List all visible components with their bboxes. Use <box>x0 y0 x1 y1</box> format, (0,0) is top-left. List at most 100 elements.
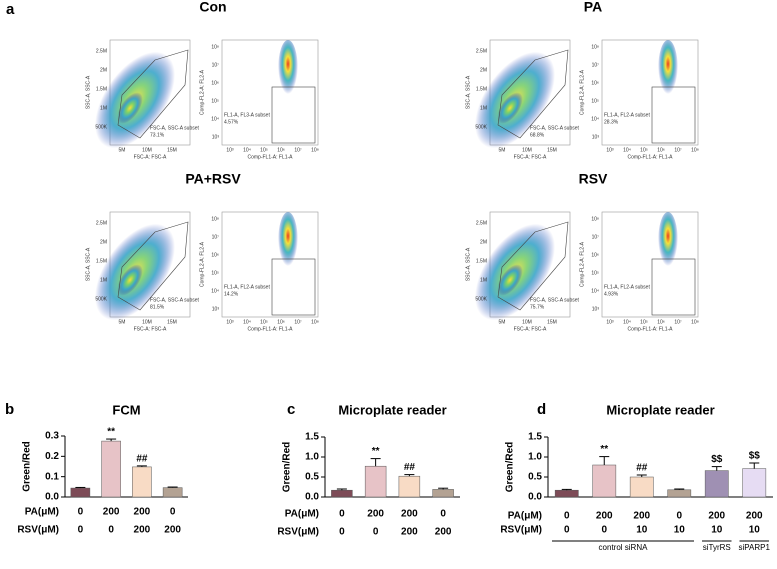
y-tick-label: 1.5M <box>476 258 487 264</box>
x-tick-label: 10⁷ <box>294 319 302 325</box>
y-axis-label: Comp-FL2-A: FL2-A <box>579 241 585 287</box>
y-tick-label: 10⁸ <box>591 44 599 50</box>
row-value: 200 <box>708 511 725 522</box>
bar <box>742 468 767 498</box>
y-axis-label: Comp-FL2-A: FL2-A <box>579 69 585 115</box>
y-tick-label: 10⁷ <box>212 234 220 240</box>
y-tick-label: 10⁵ <box>211 270 219 276</box>
y-tick-label: 10⁶ <box>211 80 219 86</box>
gate-name: FSC-A, SSC-A subset <box>530 125 580 131</box>
row-value: 0 <box>108 525 114 536</box>
y-tick-label: 2M <box>100 67 107 73</box>
gate <box>271 86 316 144</box>
plot-frame <box>221 211 319 318</box>
gate-name: FL1-A, FL3-A subset <box>224 112 270 118</box>
x-axis-label: Comp-FL1-A: FL1-A <box>247 326 293 332</box>
y-tick-label: 1.5 <box>305 432 319 443</box>
density-cloud <box>278 40 298 100</box>
bar <box>331 489 353 498</box>
y-axis-label: Green/Red <box>22 441 33 492</box>
row-label: RSV(μM) <box>17 525 59 536</box>
y-tick-label: 10³ <box>592 134 600 140</box>
gate-name: FL1-A, FL2-A subset <box>604 284 650 290</box>
row-value: 10 <box>711 525 723 536</box>
gate-pct: 28.3% <box>604 119 619 125</box>
y-tick-label: 2M <box>100 239 107 245</box>
row-value: 0 <box>78 525 84 536</box>
y-tick-label: 10⁸ <box>591 216 599 222</box>
x-tick-label: 10⁶ <box>277 319 285 325</box>
chart-title: Microplate reader <box>606 402 714 417</box>
row-label: RSV(μM) <box>500 525 542 536</box>
group-title: PA+RSV <box>185 171 241 187</box>
row-label: PA(μM) <box>25 507 59 518</box>
density-cloud <box>658 40 678 100</box>
panel-label: c <box>287 401 295 418</box>
gate-pct: 14.2% <box>224 291 239 297</box>
y-tick-label: 1M <box>480 277 487 283</box>
y-tick-label: 10⁷ <box>592 62 600 68</box>
y-tick-label: 10⁴ <box>591 288 599 294</box>
row-value: 0 <box>440 509 446 520</box>
gate <box>497 221 569 311</box>
x-tick-label: 10⁸ <box>311 319 319 325</box>
row-value: 0 <box>339 509 345 520</box>
x-tick-label: 15M <box>547 147 557 153</box>
y-tick-label: 500K <box>95 296 107 302</box>
y-tick-label: 1.0 <box>305 452 319 463</box>
bar <box>162 487 183 498</box>
bar <box>101 440 121 498</box>
row-value: 0 <box>78 507 84 518</box>
y-tick-label: 1.5M <box>96 86 107 92</box>
x-tick-label: 10M <box>522 147 532 153</box>
chart-title: Microplate reader <box>338 402 446 417</box>
bar <box>432 489 454 498</box>
x-axis-label: FSC-A: FSC-A <box>134 154 167 160</box>
y-tick-label: 10⁷ <box>592 234 600 240</box>
gate-name: FSC-A, SSC-A subset <box>150 125 200 131</box>
gate-pct: 4.93% <box>604 291 619 297</box>
x-tick-label: 10⁷ <box>294 147 302 153</box>
y-tick-label: 2M <box>480 67 487 73</box>
row-value: 200 <box>746 511 763 522</box>
gate <box>497 49 569 139</box>
x-tick-label: 5M <box>499 319 506 325</box>
x-tick-label: 10⁸ <box>691 147 699 153</box>
plot-frame <box>601 211 699 318</box>
significance: ## <box>636 463 648 474</box>
gate <box>117 221 189 311</box>
significance: $$ <box>711 454 723 465</box>
y-tick-label: 10³ <box>212 134 220 140</box>
row-value: 10 <box>674 525 686 536</box>
y-tick-label: 10⁸ <box>211 216 219 222</box>
y-tick-label: 0.1 <box>45 471 59 482</box>
x-tick-label: 10M <box>522 319 532 325</box>
row-label: PA(μM) <box>508 511 542 522</box>
x-tick-label: 5M <box>119 147 126 153</box>
x-tick-label: 10⁴ <box>623 147 631 153</box>
y-tick-label: 1.5M <box>96 258 107 264</box>
y-tick-label: 10⁶ <box>591 252 599 258</box>
row-value: 0 <box>564 511 570 522</box>
group-title: RSV <box>579 171 608 187</box>
bar <box>70 487 91 498</box>
y-axis-label: Green/Red <box>505 442 516 493</box>
bar <box>704 470 729 498</box>
row-value: 200 <box>134 507 151 518</box>
chart-title: FCM <box>112 402 140 417</box>
gate-pct: 4.57% <box>224 119 239 125</box>
x-tick-label: 10⁶ <box>657 319 665 325</box>
x-tick-label: 15M <box>167 147 177 153</box>
row-value: 10 <box>749 525 761 536</box>
x-tick-label: 10M <box>142 319 152 325</box>
gate-pct: 68.8% <box>530 132 545 138</box>
y-tick-label: 10³ <box>212 306 220 312</box>
y-tick-label: 500K <box>95 124 107 130</box>
row-value: 0 <box>170 507 176 518</box>
x-tick-label: 15M <box>547 319 557 325</box>
y-tick-label: 0.0 <box>528 492 542 503</box>
y-tick-label: 10⁴ <box>211 116 219 122</box>
gate-name: FL1-A, FL2-A subset <box>604 112 650 118</box>
y-tick-label: 1M <box>480 105 487 111</box>
